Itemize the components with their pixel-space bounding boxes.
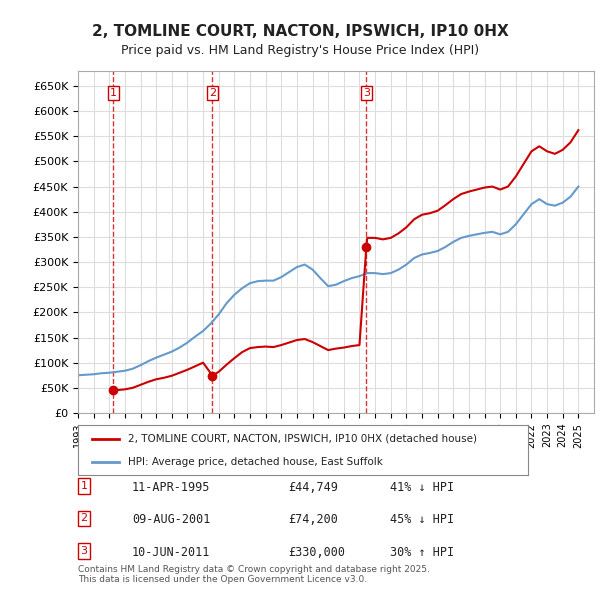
Text: 1: 1 — [110, 88, 117, 98]
Text: 2: 2 — [80, 513, 88, 523]
Text: Price paid vs. HM Land Registry's House Price Index (HPI): Price paid vs. HM Land Registry's House … — [121, 44, 479, 57]
Text: HPI: Average price, detached house, East Suffolk: HPI: Average price, detached house, East… — [128, 457, 382, 467]
Text: 10-JUN-2011: 10-JUN-2011 — [132, 546, 211, 559]
Text: 2, TOMLINE COURT, NACTON, IPSWICH, IP10 0HX: 2, TOMLINE COURT, NACTON, IPSWICH, IP10 … — [92, 24, 508, 38]
Text: 45% ↓ HPI: 45% ↓ HPI — [390, 513, 454, 526]
Text: 30% ↑ HPI: 30% ↑ HPI — [390, 546, 454, 559]
Text: 3: 3 — [80, 546, 88, 556]
Text: 41% ↓ HPI: 41% ↓ HPI — [390, 481, 454, 494]
Text: 2: 2 — [209, 88, 216, 98]
Text: £44,749: £44,749 — [288, 481, 338, 494]
Text: 09-AUG-2001: 09-AUG-2001 — [132, 513, 211, 526]
Text: 3: 3 — [363, 88, 370, 98]
Text: £330,000: £330,000 — [288, 546, 345, 559]
Text: 2, TOMLINE COURT, NACTON, IPSWICH, IP10 0HX (detached house): 2, TOMLINE COURT, NACTON, IPSWICH, IP10 … — [128, 434, 476, 444]
Text: £74,200: £74,200 — [288, 513, 338, 526]
Text: 1: 1 — [80, 481, 88, 491]
Text: Contains HM Land Registry data © Crown copyright and database right 2025.
This d: Contains HM Land Registry data © Crown c… — [78, 565, 430, 584]
Text: 11-APR-1995: 11-APR-1995 — [132, 481, 211, 494]
